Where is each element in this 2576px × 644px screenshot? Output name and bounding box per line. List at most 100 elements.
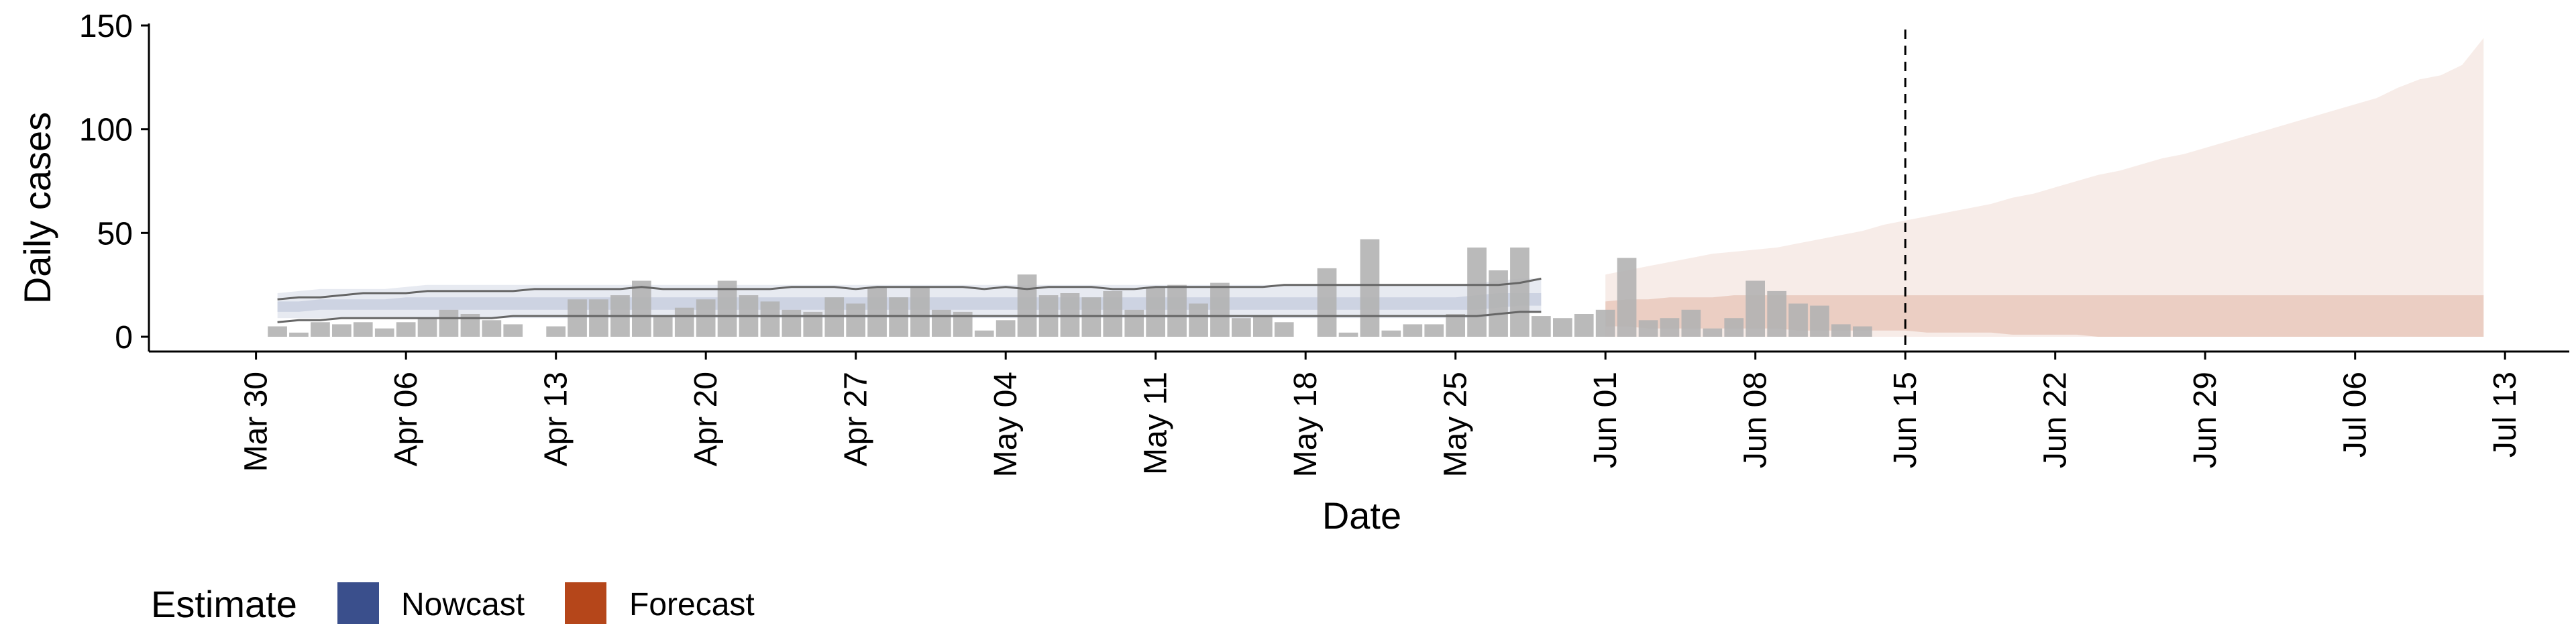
case-bar [1638, 320, 1658, 337]
x-tick-label: Apr 27 [839, 372, 874, 466]
case-bar [1338, 332, 1358, 337]
case-bar [1510, 248, 1529, 337]
case-bar [589, 299, 608, 337]
case-bars [268, 239, 1872, 337]
case-bar [1274, 322, 1294, 337]
case-bar [1617, 258, 1637, 337]
legend-swatch-forecast [565, 582, 606, 624]
nowcast-interval-lines [277, 277, 1542, 323]
case-bar [1810, 305, 1829, 337]
y-tick-label: 150 [79, 9, 133, 44]
nowcast-upper-line [277, 277, 1542, 301]
case-bar [503, 324, 523, 337]
case-bar [1167, 284, 1187, 337]
case-bar [1724, 318, 1744, 337]
case-bar [1253, 316, 1273, 337]
case-bar [1788, 303, 1808, 337]
case-bar [417, 318, 437, 337]
case-bar [760, 301, 780, 337]
case-bar [1232, 318, 1251, 337]
legend-title: Estimate [151, 583, 297, 625]
x-tick-label: May 25 [1438, 372, 1474, 477]
forecast-outer-interval [1605, 38, 2484, 337]
x-tick-label: May 11 [1138, 372, 1174, 475]
case-bar [782, 309, 802, 337]
x-tick-label: Jun 08 [1738, 372, 1774, 468]
x-tick-label: May 04 [988, 372, 1024, 477]
case-bar [846, 303, 865, 337]
legend-swatch-nowcast [337, 582, 379, 624]
case-bar [396, 322, 416, 337]
case-bar [1381, 330, 1401, 337]
case-bar [268, 326, 287, 337]
case-bar [353, 322, 373, 337]
case-bar [1210, 282, 1230, 337]
case-bar [482, 320, 502, 337]
x-tick-label: Jul 06 [2338, 372, 2373, 458]
case-bar [632, 280, 651, 337]
case-bar [1060, 293, 1080, 337]
case-bar [1703, 328, 1723, 337]
case-bar [932, 309, 951, 337]
case-bar [1424, 324, 1444, 337]
case-bar [1189, 303, 1208, 337]
x-axis-ticks: Mar 30 Apr 06 Apr 13 Apr 20 Apr 27 May 04 May … [239, 352, 2523, 477]
case-bar [1446, 314, 1465, 337]
y-axis-title: Daily cases [16, 112, 58, 304]
x-tick-label: Apr 06 [388, 372, 424, 466]
x-tick-label: Apr 13 [539, 372, 574, 466]
case-bar [1146, 286, 1165, 337]
case-bar [696, 299, 716, 337]
case-bar [1103, 290, 1123, 337]
case-bar [1553, 318, 1572, 337]
y-tick-label: 0 [115, 320, 133, 356]
x-tick-label: Jun 15 [1888, 372, 1923, 468]
case-bar [653, 316, 673, 337]
x-tick-label: Apr 20 [688, 372, 724, 466]
case-bar [996, 320, 1016, 337]
y-tick-label: 100 [79, 113, 133, 148]
case-bar [910, 286, 930, 337]
legend-label-forecast: Forecast [629, 587, 755, 623]
legend: Estimate Nowcast Forecast [151, 582, 755, 625]
case-bar [1403, 324, 1423, 337]
case-bar [1532, 316, 1551, 337]
nowcast-lower-line [277, 311, 1542, 323]
x-tick-label: Jun 29 [2188, 372, 2223, 468]
y-axis-ticks: 0 50 100 150 [79, 9, 149, 356]
case-bar [1489, 270, 1508, 337]
case-bar [1317, 268, 1337, 337]
case-bar [867, 286, 887, 337]
case-bar [1831, 324, 1851, 337]
case-bar [568, 299, 587, 337]
case-bar [1681, 309, 1701, 337]
case-bar [1574, 314, 1594, 337]
case-bar [1360, 239, 1380, 337]
case-bar [1660, 318, 1680, 337]
y-tick-label: 50 [97, 216, 133, 252]
case-bar [332, 324, 352, 337]
case-bar [289, 332, 309, 337]
case-bar [546, 326, 566, 337]
case-bar [374, 328, 394, 337]
case-bar [674, 307, 694, 337]
case-bar [1853, 326, 1872, 337]
case-bar [974, 330, 994, 337]
x-tick-label: Jul 13 [2487, 372, 2523, 458]
case-bar [1595, 309, 1615, 337]
case-bar [1124, 309, 1144, 337]
case-bar [1467, 248, 1487, 337]
case-bar [311, 322, 330, 337]
case-bar [439, 309, 459, 337]
x-axis-title: Date [1322, 494, 1401, 537]
case-bar [717, 280, 737, 337]
x-tick-label: Jun 01 [1588, 372, 1623, 468]
forecast-band [1605, 38, 2484, 337]
legend-label-nowcast: Nowcast [401, 587, 525, 623]
x-tick-label: Mar 30 [239, 372, 274, 472]
x-tick-label: Jun 22 [2038, 372, 2074, 468]
case-bar [1767, 290, 1786, 337]
x-tick-label: May 18 [1288, 372, 1324, 477]
case-bar [1017, 274, 1037, 337]
